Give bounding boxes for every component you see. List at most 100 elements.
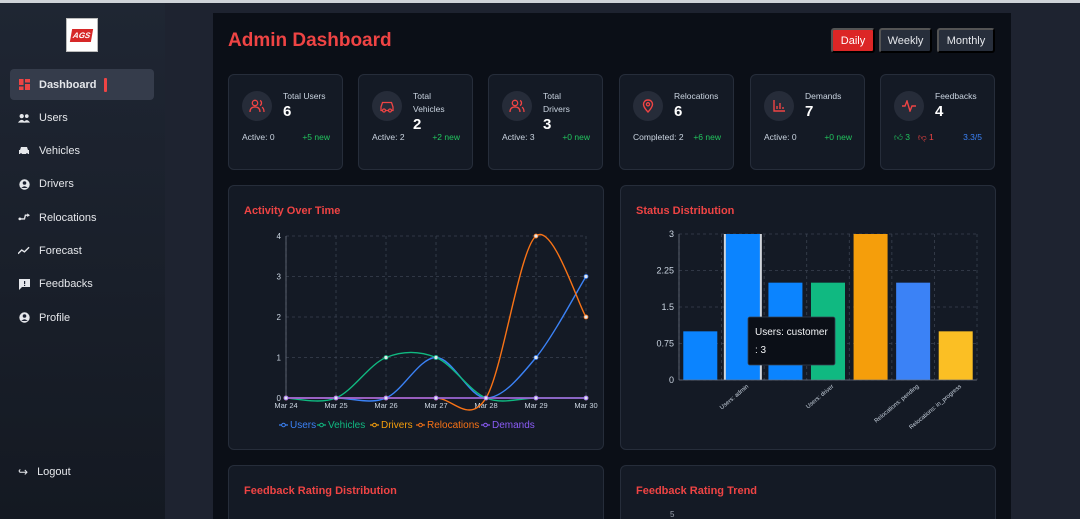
legend-item-demands[interactable]: Demands bbox=[481, 420, 535, 431]
users-icon bbox=[18, 112, 30, 124]
stat-card-new-count: +6 new bbox=[693, 132, 721, 142]
status-bar[interactable] bbox=[938, 331, 973, 380]
legend-label: Relocations bbox=[427, 420, 479, 431]
sidebar-item-drivers[interactable]: Drivers bbox=[10, 169, 154, 200]
dashboard-icon bbox=[18, 79, 30, 91]
legend-item-relocations[interactable]: Relocations bbox=[416, 420, 479, 431]
stat-card-value: 6 bbox=[283, 103, 292, 120]
y-tick-label: 0.75 bbox=[656, 339, 674, 349]
driver-icon bbox=[18, 178, 30, 190]
sidebar-item-label: Drivers bbox=[39, 178, 74, 191]
x-tick-label: Users: driver bbox=[805, 384, 835, 410]
stat-card-footer: Completed: 2 +6 new bbox=[633, 132, 721, 142]
legend-item-drivers[interactable]: Drivers bbox=[370, 420, 413, 431]
sidebar-item-relocations[interactable]: Relocations bbox=[10, 202, 154, 233]
data-point-relocations[interactable] bbox=[583, 314, 589, 320]
tooltip-line-2: : 3 bbox=[755, 345, 767, 356]
activity-line-chart[interactable]: 0 1 2 3 4 Mar 24 Mar 25 Mar 26 Mar 27 Mar 28 Mar 2… bbox=[229, 186, 605, 451]
stat-card-label: Total VehiclesTotalVehicles bbox=[413, 91, 445, 114]
activity-title: Activity Over Time bbox=[244, 205, 341, 217]
sidebar-item-users[interactable]: Users bbox=[10, 102, 154, 133]
x-tick-label: Users: admin bbox=[719, 384, 750, 411]
thumbs-down: 👎︎ 1 bbox=[918, 132, 934, 143]
stat-card-demands[interactable]: Demands 7 Active: 0 +0 new bbox=[750, 74, 865, 170]
data-point-demands[interactable] bbox=[483, 395, 489, 401]
data-point-demands[interactable] bbox=[433, 395, 439, 401]
tooltip-line-1: Users: customer bbox=[755, 327, 828, 338]
status-panel: Status Distribution 0 0.75 1.5 2.25 3 Users: … bbox=[620, 185, 996, 450]
brand-logo-text: AGS bbox=[70, 28, 94, 42]
location-pin-icon bbox=[633, 91, 663, 121]
data-point-users[interactable] bbox=[583, 274, 589, 279]
data-point-vehicles[interactable] bbox=[383, 355, 389, 360]
status-bar-chart[interactable]: 0 0.75 1.5 2.25 3 Users: admin Users: driver Re… bbox=[621, 186, 997, 451]
y-tick-label: 3 bbox=[669, 229, 674, 239]
stat-card-total-users[interactable]: Total Users 6 Active: 0 +5 new bbox=[228, 74, 343, 170]
y-tick-label: 0 bbox=[669, 375, 674, 385]
legend-item-vehicles[interactable]: Vehicles bbox=[317, 420, 365, 431]
sidebar-item-dashboard[interactable]: Dashboard bbox=[10, 69, 154, 100]
sidebar-item-profile[interactable]: Profile bbox=[10, 302, 154, 333]
data-point-demands[interactable] bbox=[533, 395, 539, 401]
logout-button[interactable]: ↪ Logout bbox=[18, 465, 71, 479]
stat-card-feedbacks[interactable]: Feedbacks 4 👍︎ 3 👎︎ 1 3.3/5 bbox=[880, 74, 995, 170]
rating-trend-panel: Feedback Rating Trend 5 bbox=[620, 465, 996, 519]
x-tick-label: Mar 29 bbox=[524, 401, 547, 410]
stat-card-relocations[interactable]: Relocations 6 Completed: 2 +6 new bbox=[619, 74, 734, 170]
main-content: Admin Dashboard Daily Weekly Monthly Tot… bbox=[213, 13, 1011, 519]
status-bar[interactable] bbox=[853, 234, 888, 380]
stat-card-footer-left: Completed: 2 bbox=[633, 132, 684, 142]
period-weekly-button[interactable]: Weekly bbox=[879, 28, 932, 53]
stat-card-label: Relocations bbox=[674, 91, 719, 101]
sidebar-item-label: Feedbacks bbox=[39, 278, 93, 291]
status-bar[interactable] bbox=[683, 331, 718, 380]
data-point-demands[interactable] bbox=[583, 395, 589, 401]
period-daily-button[interactable]: Daily bbox=[831, 28, 875, 53]
stat-card-footer-left: Active: 0 bbox=[764, 132, 797, 142]
x-tick-label: Mar 26 bbox=[374, 401, 397, 410]
stat-card-footer: 👍︎ 3 👎︎ 1 3.3/5 bbox=[894, 132, 982, 143]
window-top-border bbox=[0, 0, 1080, 3]
legend-item-users[interactable]: Users bbox=[279, 420, 316, 431]
data-point-relocations[interactable] bbox=[533, 233, 539, 239]
data-point-vehicles[interactable] bbox=[433, 355, 439, 360]
sidebar-item-label: Dashboard bbox=[39, 78, 97, 91]
legend-marker bbox=[418, 422, 423, 428]
data-point-demands[interactable] bbox=[283, 395, 289, 401]
thumbs-up: 👍︎ 3 bbox=[894, 132, 910, 143]
data-point-demands[interactable] bbox=[383, 395, 389, 401]
legend-label: Vehicles bbox=[328, 420, 365, 431]
stat-card-label: Demands bbox=[805, 91, 842, 101]
thumbs-up-icon: 👍︎ bbox=[894, 132, 903, 142]
stat-card-footer: Active: 3 +0 new bbox=[502, 132, 590, 142]
brand-logo[interactable]: AGS bbox=[66, 18, 98, 52]
sidebar-item-label: Relocations bbox=[39, 211, 97, 224]
stat-card-total-drivers[interactable]: Total DriversTotalDrivers 3 Active: 3 +0 ne… bbox=[488, 74, 603, 170]
logout-label: Logout bbox=[37, 466, 71, 478]
car-icon bbox=[18, 145, 30, 157]
bar-chart-icon bbox=[764, 91, 794, 121]
sidebar-item-vehicles[interactable]: Vehicles bbox=[10, 136, 154, 167]
trend-icon bbox=[18, 245, 30, 257]
stat-card-new-count: +2 new bbox=[432, 132, 460, 142]
stat-card-total-vehicles[interactable]: Total VehiclesTotalVehicles 2 Active: 2 +2 … bbox=[358, 74, 473, 170]
period-monthly-button[interactable]: Monthly bbox=[937, 28, 995, 53]
right-gutter bbox=[1012, 3, 1080, 519]
logout-icon: ↪ bbox=[18, 465, 29, 479]
stat-card-footer: Active: 0 +0 new bbox=[764, 132, 852, 142]
y-tick-label: 2.25 bbox=[656, 266, 674, 276]
sidebar-item-feedbacks[interactable]: Feedbacks bbox=[10, 269, 154, 300]
sidebar-item-label: Users bbox=[39, 111, 68, 124]
x-tick-label: Mar 27 bbox=[424, 401, 447, 410]
sidebar-item-label: Forecast bbox=[39, 244, 82, 257]
status-bar[interactable] bbox=[896, 282, 931, 380]
legend-label: Users bbox=[290, 420, 316, 431]
stat-card-footer-left: Active: 0 bbox=[242, 132, 275, 142]
stat-card-new-count: +0 new bbox=[824, 132, 852, 142]
activity-panel: Activity Over Time 0 1 2 3 4 Mar 24 Mar 25 Mar … bbox=[228, 185, 604, 450]
data-point-users[interactable] bbox=[533, 355, 539, 360]
stat-card-value: 4 bbox=[935, 103, 944, 120]
data-point-demands[interactable] bbox=[333, 395, 339, 401]
y-tick-label: 4 bbox=[277, 232, 282, 241]
sidebar-item-forecast[interactable]: Forecast bbox=[10, 235, 154, 266]
